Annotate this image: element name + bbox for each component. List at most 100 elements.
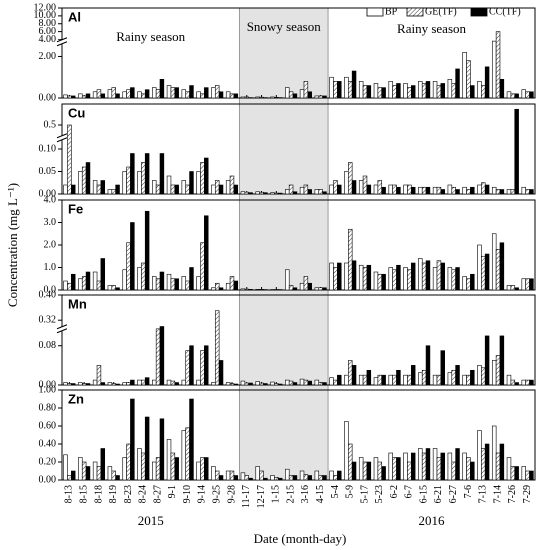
bar <box>71 95 76 99</box>
bar <box>358 180 364 195</box>
bar <box>455 365 460 386</box>
bar <box>166 439 172 481</box>
bar <box>166 175 172 195</box>
bar <box>407 184 412 195</box>
bar <box>447 452 453 481</box>
panel-title: Mn <box>68 296 87 311</box>
bar <box>303 81 309 99</box>
axis-break <box>56 37 68 43</box>
bar <box>244 288 249 291</box>
bar <box>362 461 368 481</box>
bar <box>277 383 283 386</box>
bar <box>377 180 383 195</box>
bar <box>255 96 260 99</box>
x-tick-label: 11-17 <box>241 485 252 508</box>
bar <box>200 457 205 481</box>
y-tick-label: 0.00 <box>39 379 57 390</box>
bar <box>421 83 427 99</box>
bar <box>200 242 205 291</box>
bar <box>495 189 501 195</box>
bar <box>218 91 224 99</box>
bar <box>111 383 116 386</box>
bar <box>314 95 320 99</box>
bar <box>96 184 102 195</box>
bar <box>377 273 383 291</box>
bar <box>159 153 165 195</box>
bar <box>204 157 209 195</box>
bar <box>81 166 87 195</box>
bar <box>67 282 72 291</box>
bar <box>248 382 253 386</box>
bar <box>373 377 379 386</box>
bar <box>115 475 120 481</box>
bar <box>189 398 194 481</box>
bar <box>440 350 445 386</box>
bar <box>477 81 482 99</box>
x-tick-label: 12-17 <box>256 485 267 508</box>
bar <box>377 374 383 386</box>
x-tick-label: 8-24 <box>138 485 149 503</box>
bar <box>510 466 516 481</box>
bar <box>358 264 364 291</box>
bar <box>144 416 150 481</box>
bar <box>358 81 364 99</box>
y-tick-label: 2.00 <box>39 51 57 62</box>
bar <box>447 267 453 291</box>
bar <box>181 379 187 386</box>
bar <box>211 466 216 481</box>
bar <box>78 171 83 195</box>
bar <box>491 360 497 386</box>
bar <box>373 457 379 481</box>
bar <box>225 382 231 386</box>
bar <box>481 85 486 99</box>
panel-title: Cu <box>68 105 85 120</box>
bar <box>92 180 98 195</box>
bar <box>462 374 467 386</box>
bar <box>358 374 364 386</box>
bar <box>410 365 416 386</box>
bar <box>122 382 127 386</box>
bar <box>229 276 235 291</box>
bar <box>211 87 216 99</box>
bar <box>510 189 516 195</box>
bar <box>403 184 408 195</box>
bar <box>440 189 445 195</box>
bar <box>373 83 379 99</box>
bar <box>288 380 294 386</box>
bar <box>329 470 334 481</box>
bar <box>396 457 401 481</box>
bar <box>85 466 91 481</box>
bar <box>244 382 249 386</box>
bar <box>71 383 76 386</box>
bar <box>348 81 353 99</box>
bar <box>100 382 106 386</box>
year-label: 2016 <box>419 513 446 528</box>
x-tick-label: 6-7 <box>404 485 415 498</box>
y-tick-label: 0.00 <box>39 188 57 199</box>
bar <box>314 189 320 195</box>
bar <box>322 475 327 481</box>
bar <box>81 461 87 481</box>
bar <box>381 186 386 195</box>
bar <box>259 96 264 99</box>
bar <box>152 461 157 481</box>
bar <box>229 93 235 99</box>
bar <box>410 85 416 99</box>
axis-break <box>56 328 68 334</box>
bar <box>348 228 353 291</box>
bar <box>274 97 279 99</box>
bar <box>421 452 427 481</box>
bar <box>529 189 534 195</box>
bar <box>344 76 349 99</box>
x-tick-label: 4-15 <box>315 485 326 503</box>
axis-break-gap <box>57 39 67 44</box>
bar <box>248 192 253 195</box>
bar <box>122 457 127 481</box>
bar <box>225 470 231 481</box>
bar <box>329 76 334 99</box>
bar <box>381 374 386 386</box>
bar <box>248 289 253 291</box>
y-tick-label: 2.0 <box>44 239 57 250</box>
bar <box>233 93 239 99</box>
bar <box>495 249 501 291</box>
